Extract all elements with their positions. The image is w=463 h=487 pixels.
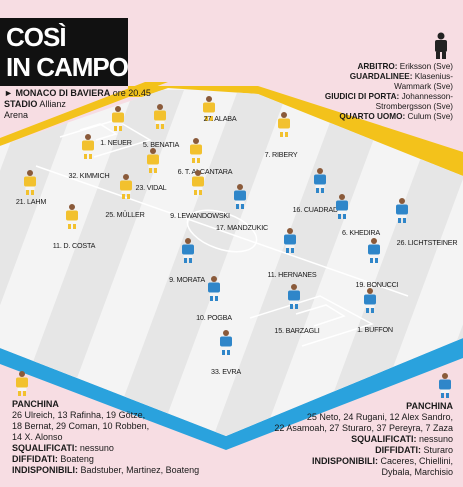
venue-stadium-label: STADIO xyxy=(4,99,38,109)
pitch-lines xyxy=(35,119,409,347)
diffidati: DIFFIDATI: Boateng xyxy=(12,454,94,464)
juve-border xyxy=(0,338,463,450)
squalificati: SQUALIFICATI: nessuno xyxy=(12,443,114,453)
juve-player-name: 19. BONUCCI xyxy=(355,280,399,289)
bayern-player-name: 9. LEWANDOWSKI xyxy=(170,211,230,220)
bayern-bench: PANCHINA 26 Ulreich, 13 Rafinha, 19 Götz… xyxy=(12,399,227,476)
bayern-player-name: 25. MÜLLER xyxy=(105,210,145,219)
referee-icon xyxy=(435,32,447,59)
bayern-player-name: 21. LAHM xyxy=(15,197,47,206)
official-row: GUARDALINEE: Klasenius- xyxy=(349,72,453,81)
officials: ARBITRO: Eriksson (Sve) GUARDALINEE: Kla… xyxy=(273,62,453,122)
pitch-stripe xyxy=(316,90,463,436)
juve-player-name: 33. EVRA xyxy=(211,367,241,376)
indisponibili: INDISPONIBILI: Caceres, Chiellini, xyxy=(311,456,453,466)
juve-player-name: 6. KHEDIRA xyxy=(342,228,380,237)
bayern-player-name: 23. VIDAL xyxy=(135,183,167,192)
venue-city: MONACO DI BAVIERA xyxy=(15,88,111,98)
bayern-player-name: 5. BENATIA xyxy=(142,140,180,149)
juve-bench: PANCHINA 25 Neto, 24 Rugani, 12 Alex San… xyxy=(253,401,453,478)
bayern-player-figure xyxy=(66,204,78,229)
bayern-player-figure xyxy=(120,174,132,199)
bayern-kit-icon xyxy=(16,371,28,396)
juve-player-name: 1. BUFFON xyxy=(357,325,393,334)
indisponibili: INDISPONIBILI: Badstuber, Martinez, Boat… xyxy=(12,465,200,475)
juve-player-figure xyxy=(368,238,380,263)
juve-player-figure xyxy=(396,198,408,223)
venue-info: ► MONACO DI BAVIERA ore 20.45 STADIO All… xyxy=(4,88,169,121)
bayern-player-figure xyxy=(192,170,204,195)
juve-player-figure xyxy=(336,194,348,219)
bayern-player-figure xyxy=(112,106,124,131)
arrow-icon: ► xyxy=(4,88,13,98)
bayern-player-figure xyxy=(82,134,94,159)
pitch-stripe xyxy=(212,90,392,436)
squalificati: SQUALIFICATI: nessuno xyxy=(351,434,453,444)
juve-player-figure xyxy=(234,184,246,209)
juve-player-name: 16. CUADRADO xyxy=(292,205,344,214)
bayern-player-name: 11. D. COSTA xyxy=(52,241,96,250)
title-line-2: IN CAMPO xyxy=(6,52,129,82)
official-row: QUARTO UOMO: Culum (Sve) xyxy=(339,112,453,121)
bayern-player-name: 1. NEUER xyxy=(100,138,132,147)
bench-players: 22 Asamoah, 27 Sturaro, 37 Pereyra, 7 Za… xyxy=(274,423,453,433)
juve-kit-icon xyxy=(439,373,451,398)
bench-players: 18 Bernat, 29 Coman, 10 Robben, xyxy=(12,421,150,431)
title-box: COSÌ IN CAMPO xyxy=(0,18,129,86)
bayern-player-name: 7. RIBERY xyxy=(264,150,298,159)
juve-player-name: 26. LICHTSTEINER xyxy=(396,238,458,247)
juve-player-name: 11. HERNANES xyxy=(267,270,317,279)
bayern-border-left xyxy=(0,82,168,146)
pitch-stripe xyxy=(108,90,288,436)
juve-player-name: 9. MORATA xyxy=(169,275,205,284)
bayern-player-figure xyxy=(278,112,290,137)
bayern-player-name: 6. T. ALCANTARA xyxy=(177,167,233,176)
official-row: Wammark (Sve) xyxy=(394,82,453,91)
juve-player-figure xyxy=(208,276,220,301)
juve-player-figure xyxy=(284,228,296,253)
juve-player-figure xyxy=(364,288,376,313)
pitch-stripe xyxy=(4,90,184,436)
juve-player-name: 17. MANDZUKIC xyxy=(215,223,269,232)
official-row: GIUDICI DI PORTA: Johannesson- xyxy=(324,92,453,101)
bench-players: 25 Neto, 24 Rugani, 12 Alex Sandro, xyxy=(306,412,453,422)
bayern-player-figure xyxy=(203,96,215,121)
bayern-player-name: 32. KIMMICH xyxy=(68,171,110,180)
juve-player-figure xyxy=(314,168,326,193)
official-row: ARBITRO: Eriksson (Sve) xyxy=(357,62,453,71)
indisponibili-cont: Dybala, Marchisio xyxy=(381,467,453,477)
bench-players: 14 X. Alonso xyxy=(12,432,63,442)
bench-title: PANCHINA xyxy=(406,401,453,411)
bayern-player-figure xyxy=(190,138,202,163)
official-row: Strombergsson (Sve) xyxy=(375,102,453,111)
juve-player-name: 10. POGBA xyxy=(196,313,232,322)
diffidati: DIFFIDATI: Sturaro xyxy=(375,445,453,455)
juve-player-name: 15. BARZAGLI xyxy=(274,326,320,335)
title-line-1: COSÌ xyxy=(6,22,67,52)
juve-player-figure xyxy=(288,284,300,309)
venue-time: ore 20.45 xyxy=(112,88,151,98)
bayern-player-figure xyxy=(154,104,166,129)
juve-player-figure xyxy=(220,330,232,355)
bayern-player-figure xyxy=(147,148,159,173)
bench-players: 26 Ulreich, 13 Rafinha, 19 Götze, xyxy=(12,410,146,420)
bayern-player-name: 27. ALABA xyxy=(203,114,237,123)
bayern-player-figure xyxy=(24,170,36,195)
venue-stadium-2: Arena xyxy=(4,110,29,120)
bench-title: PANCHINA xyxy=(12,399,59,409)
venue-stadium: Allianz xyxy=(39,99,66,109)
juve-player-figure xyxy=(182,238,194,263)
